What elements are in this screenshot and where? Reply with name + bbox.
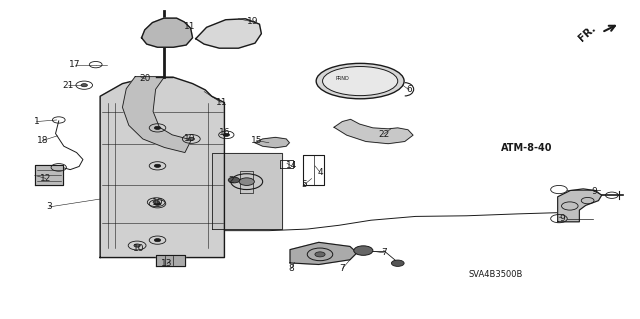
Text: 7: 7 (381, 248, 387, 257)
Polygon shape (122, 77, 191, 152)
Polygon shape (212, 153, 282, 229)
Text: 8: 8 (289, 264, 294, 273)
Circle shape (153, 201, 159, 204)
Text: 4: 4 (317, 168, 323, 177)
Text: 12: 12 (40, 174, 52, 183)
Text: 7: 7 (339, 264, 345, 273)
Text: 10: 10 (152, 198, 163, 207)
Circle shape (154, 239, 161, 242)
Text: SVA4B3500B: SVA4B3500B (468, 271, 522, 279)
Circle shape (239, 178, 254, 185)
Polygon shape (100, 77, 225, 257)
Polygon shape (35, 165, 63, 185)
Circle shape (223, 133, 230, 137)
Circle shape (154, 202, 161, 205)
Polygon shape (255, 137, 289, 148)
Circle shape (134, 244, 140, 247)
Circle shape (315, 252, 325, 257)
Text: 18: 18 (37, 136, 49, 145)
Text: 10: 10 (132, 243, 144, 253)
Polygon shape (141, 18, 193, 47)
Text: PRND: PRND (335, 76, 349, 81)
Polygon shape (156, 255, 185, 266)
Circle shape (392, 260, 404, 266)
Text: ATM-8-40: ATM-8-40 (501, 144, 553, 153)
Text: FR.: FR. (577, 23, 598, 44)
Text: 21: 21 (63, 81, 74, 90)
Circle shape (154, 126, 161, 130)
Circle shape (354, 246, 373, 255)
Text: 9: 9 (591, 187, 597, 196)
Text: 10: 10 (184, 134, 195, 144)
Text: 22: 22 (378, 130, 389, 139)
Text: 20: 20 (139, 74, 150, 83)
Text: 3: 3 (46, 203, 52, 211)
Polygon shape (290, 242, 357, 264)
Text: 5: 5 (301, 180, 307, 189)
Circle shape (154, 164, 161, 167)
Text: 1: 1 (33, 117, 39, 126)
Circle shape (228, 177, 240, 183)
Text: 19: 19 (247, 18, 259, 26)
Polygon shape (557, 189, 602, 222)
Circle shape (188, 137, 195, 141)
Text: 2: 2 (228, 175, 234, 185)
Text: 16: 16 (219, 128, 230, 137)
Text: 6: 6 (406, 85, 412, 94)
Ellipse shape (316, 63, 404, 99)
Text: 17: 17 (69, 60, 81, 69)
Text: 15: 15 (250, 136, 262, 145)
Text: 13: 13 (161, 259, 173, 268)
Circle shape (81, 84, 88, 87)
Text: 9: 9 (559, 213, 565, 222)
Ellipse shape (323, 67, 397, 96)
Polygon shape (196, 19, 261, 48)
Text: 14: 14 (285, 161, 297, 170)
Text: 11: 11 (184, 22, 195, 31)
Text: 11: 11 (216, 98, 227, 107)
Polygon shape (334, 119, 413, 144)
